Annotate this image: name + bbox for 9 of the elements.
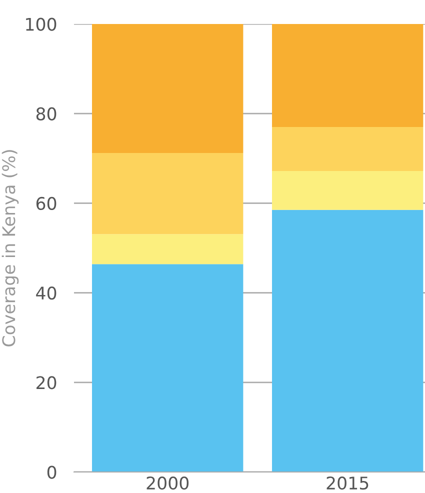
x-tick-label: 2015	[326, 476, 368, 490]
y-tick-label: 40	[36, 286, 56, 300]
y-tick-label: 20	[36, 376, 56, 390]
y-tick-label: 60	[36, 196, 56, 210]
x-tick-label: 2000	[146, 476, 189, 490]
y-tick-label: 80	[36, 107, 56, 120]
y-axis-title: Coverage in Kenya (%)	[2, 150, 19, 346]
y-tick-label: 0	[47, 466, 56, 479]
y-tick-label: 100	[26, 18, 56, 31]
